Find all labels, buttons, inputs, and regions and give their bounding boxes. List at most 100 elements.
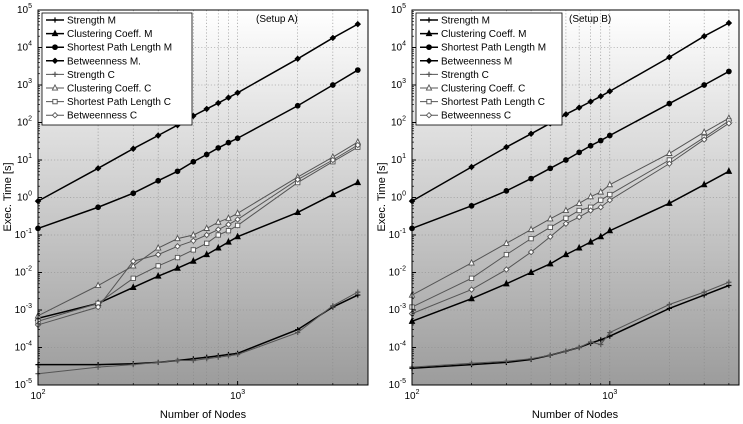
data-point [215, 232, 221, 238]
data-point [597, 137, 604, 144]
legend-label: Strength M [441, 16, 490, 27]
legend-label: Clustering Coeff. C [441, 84, 525, 95]
data-point [576, 207, 582, 214]
y-tick-label: 10-2 [15, 266, 32, 279]
x-axis-title-a: Number of Nodes [160, 409, 247, 421]
data-point [547, 352, 553, 358]
data-point [215, 354, 221, 360]
data-point [154, 243, 162, 251]
data-point [234, 209, 241, 216]
data-point [725, 120, 733, 127]
data-point [468, 258, 475, 266]
x-tick-label: 103 [230, 389, 245, 402]
data-point [725, 19, 733, 27]
series-line [35, 67, 361, 232]
y-tick-label: 10-1 [15, 228, 32, 241]
data-point [225, 139, 232, 146]
chart-panel-a: 10-5 10-4 10-3 10-2 10-1 100 101 102 103 104 105 10… [2, 3, 369, 421]
series-a [34, 20, 362, 377]
data-point [587, 142, 594, 149]
data-point [94, 165, 102, 172]
data-point [174, 168, 181, 175]
data-point [701, 289, 707, 295]
legend-marker [425, 57, 433, 65]
data-point [294, 102, 301, 109]
data-point [130, 361, 136, 368]
legend-marker [51, 83, 59, 91]
data-point [527, 225, 535, 233]
data-point [204, 356, 210, 362]
data-point [562, 250, 570, 258]
y-tick-label: 102 [391, 116, 406, 129]
data-point [295, 329, 301, 336]
legend-label: Clustering Coeff. C [67, 84, 151, 95]
data-point [155, 263, 161, 269]
data-point [225, 94, 232, 101]
data-point [174, 234, 181, 242]
data-point [190, 357, 196, 364]
data-point [225, 228, 232, 234]
legend-marker [426, 44, 432, 51]
data-point [503, 251, 510, 258]
y-tick-label: 10-5 [15, 378, 32, 391]
data-point [607, 191, 613, 198]
data-point [562, 220, 570, 227]
setup-label-a: (Setup A) [256, 14, 298, 25]
data-point [562, 111, 570, 118]
data-point [547, 224, 553, 230]
data-point [203, 231, 210, 239]
data-point [503, 266, 510, 273]
data-point [726, 68, 732, 75]
y-tick-label: 10-3 [15, 303, 32, 316]
ticks-a: 10-5 10-4 10-3 10-2 10-1 100 101 102 103 104 105 10… [15, 3, 359, 402]
data-point [189, 257, 197, 264]
y-tick-label: 103 [391, 78, 406, 91]
data-point [597, 232, 605, 240]
data-point [214, 243, 222, 251]
legend-marker [52, 44, 58, 51]
data-point [95, 364, 101, 370]
y-tick-label: 105 [391, 3, 406, 16]
ticks-b: 10-5 10-4 10-3 10-2 10-1 100 101 102 103 104 105 10… [389, 3, 730, 402]
data-point [234, 135, 241, 142]
series-line [35, 289, 361, 377]
data-point [527, 130, 535, 138]
y-tick-label: 104 [17, 41, 32, 54]
y-tick-label: 104 [391, 41, 406, 54]
series-b [408, 19, 733, 371]
legend-label: Strength M [67, 16, 116, 27]
legend-marker [425, 111, 433, 119]
data-point [563, 348, 569, 354]
data-point [468, 163, 475, 171]
data-point [503, 239, 510, 246]
legend-label: Shortest Path Length M [67, 43, 172, 54]
data-point [563, 215, 569, 221]
data-point [155, 177, 162, 184]
data-point [606, 196, 614, 204]
data-point [503, 143, 510, 151]
data-point [588, 339, 594, 345]
data-point [214, 218, 222, 225]
y-tick-label: 10-2 [389, 266, 406, 279]
data-point [234, 89, 241, 97]
legend-box-b [415, 12, 563, 126]
data-point [189, 230, 197, 238]
data-point [330, 303, 336, 309]
y-tick-label: 105 [17, 3, 32, 16]
data-point [597, 93, 604, 100]
data-point [597, 203, 604, 211]
data-point [527, 248, 535, 256]
data-point [700, 128, 708, 135]
legend-marker [426, 71, 432, 77]
data-point [606, 88, 614, 95]
data-point [130, 257, 137, 265]
data-point [563, 157, 569, 163]
chart-panel-b: 10-5 10-4 10-3 10-2 10-1 100 101 102 103 104 105 10… [376, 3, 740, 421]
data-point [294, 176, 301, 183]
x-tick-label: 102 [30, 389, 45, 402]
data-point [225, 214, 232, 221]
data-point [174, 357, 181, 364]
data-point [587, 237, 594, 245]
data-point [203, 250, 211, 258]
